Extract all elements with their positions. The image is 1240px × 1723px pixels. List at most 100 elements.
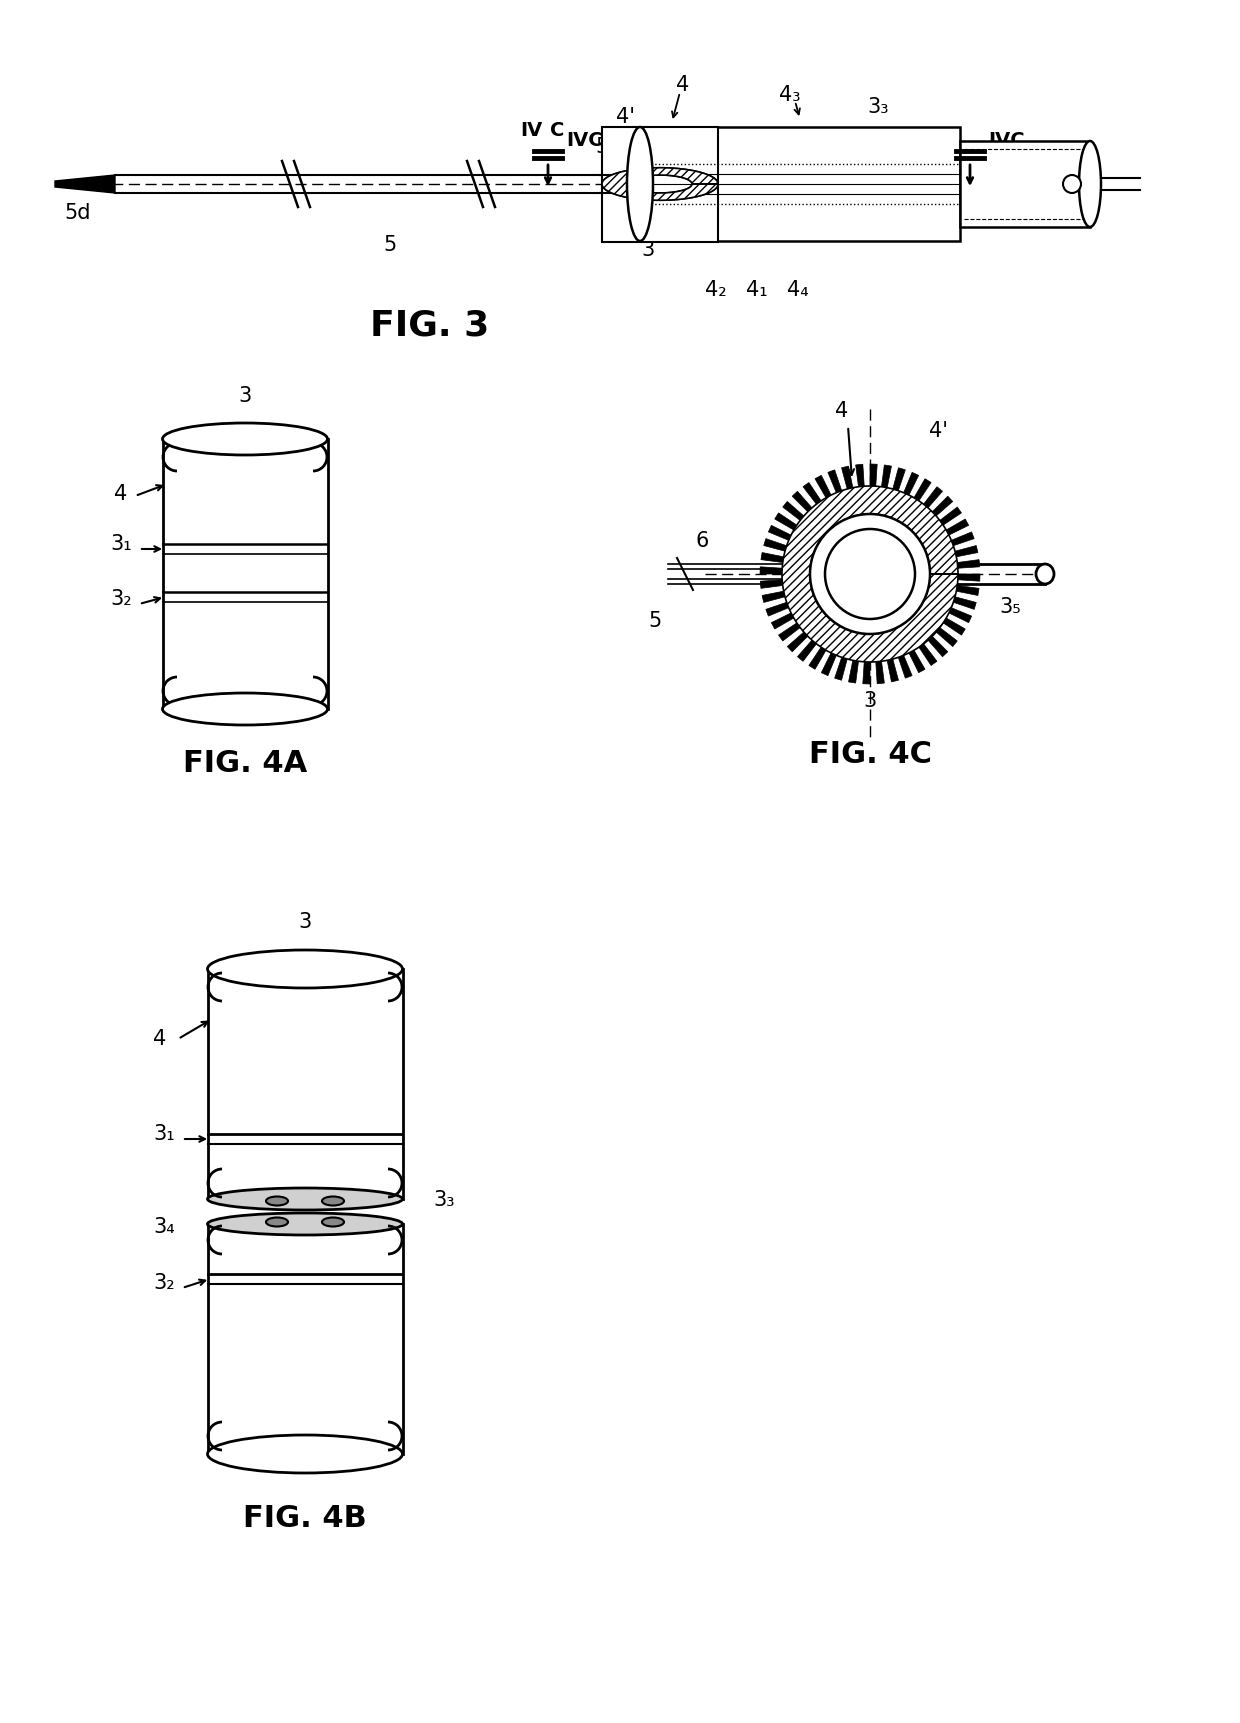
Text: 4': 4'	[615, 107, 635, 128]
Ellipse shape	[207, 951, 403, 989]
Bar	[208, 1225, 403, 1454]
Ellipse shape	[207, 1189, 403, 1210]
Text: 4₃: 4₃	[779, 84, 801, 105]
Text: 4: 4	[676, 76, 689, 95]
Text: 5: 5	[383, 234, 397, 255]
Polygon shape	[957, 575, 980, 582]
Bar	[960, 141, 1090, 227]
Polygon shape	[779, 624, 800, 641]
Polygon shape	[763, 591, 785, 603]
Text: C: C	[551, 121, 564, 140]
Text: FIG. 4C: FIG. 4C	[808, 739, 931, 768]
Polygon shape	[766, 603, 789, 617]
Polygon shape	[804, 482, 821, 505]
Ellipse shape	[267, 1218, 288, 1227]
Text: 4₂: 4₂	[706, 279, 727, 300]
Polygon shape	[932, 496, 952, 517]
Polygon shape	[764, 539, 786, 551]
Text: IV: IV	[520, 121, 542, 140]
Polygon shape	[760, 581, 782, 589]
Text: 3: 3	[863, 691, 877, 710]
Ellipse shape	[322, 1218, 343, 1227]
Polygon shape	[601, 169, 718, 202]
Text: 5d: 5d	[64, 203, 92, 222]
Text: 4: 4	[836, 401, 848, 420]
Polygon shape	[55, 176, 115, 195]
Text: 3: 3	[299, 911, 311, 932]
Text: 3₁: 3₁	[110, 534, 131, 553]
Polygon shape	[898, 656, 913, 679]
Polygon shape	[835, 658, 847, 681]
Text: 3₂: 3₂	[153, 1272, 175, 1292]
Text: 5: 5	[649, 610, 662, 631]
Polygon shape	[882, 465, 892, 488]
Polygon shape	[775, 513, 797, 531]
Polygon shape	[856, 465, 864, 488]
Ellipse shape	[162, 424, 327, 457]
Polygon shape	[792, 493, 812, 512]
Ellipse shape	[1079, 141, 1101, 227]
Bar	[162, 439, 329, 710]
Text: 4₄: 4₄	[787, 279, 808, 300]
Polygon shape	[944, 619, 965, 636]
Polygon shape	[761, 553, 784, 563]
Ellipse shape	[267, 1197, 288, 1206]
Polygon shape	[787, 632, 807, 653]
Polygon shape	[797, 641, 816, 662]
Bar	[601, 128, 718, 243]
Polygon shape	[951, 532, 975, 546]
Polygon shape	[954, 598, 976, 610]
Ellipse shape	[1035, 565, 1054, 584]
Polygon shape	[928, 638, 947, 656]
Polygon shape	[808, 648, 826, 670]
Polygon shape	[848, 662, 858, 684]
Polygon shape	[828, 470, 842, 493]
Text: FIG. 4A: FIG. 4A	[182, 748, 308, 777]
Polygon shape	[601, 169, 718, 202]
Polygon shape	[909, 651, 925, 674]
Circle shape	[810, 515, 930, 634]
Polygon shape	[919, 644, 937, 667]
Text: 3₅: 3₅	[999, 596, 1021, 617]
Text: 6: 6	[696, 531, 709, 551]
Text: 3: 3	[641, 239, 655, 260]
Text: IVC: IVC	[988, 131, 1024, 150]
Polygon shape	[870, 465, 877, 488]
Polygon shape	[863, 662, 870, 684]
Ellipse shape	[627, 128, 653, 241]
Polygon shape	[782, 486, 959, 663]
Polygon shape	[887, 660, 899, 682]
Polygon shape	[946, 520, 968, 536]
Text: 3₂: 3₂	[110, 589, 131, 608]
Polygon shape	[936, 629, 957, 648]
Text: FIG. 4B: FIG. 4B	[243, 1502, 367, 1532]
Polygon shape	[760, 567, 782, 575]
Ellipse shape	[162, 694, 327, 725]
Text: 4: 4	[114, 484, 128, 503]
Polygon shape	[904, 474, 919, 496]
Circle shape	[1063, 176, 1081, 195]
Polygon shape	[924, 488, 942, 508]
Text: FIG. 3: FIG. 3	[371, 308, 490, 341]
Polygon shape	[893, 469, 905, 491]
Text: 6: 6	[618, 226, 631, 245]
Text: IVC: IVC	[565, 131, 603, 150]
Polygon shape	[821, 653, 836, 675]
Polygon shape	[771, 613, 794, 629]
Text: 5p: 5p	[595, 136, 622, 157]
Text: 4': 4'	[929, 420, 947, 441]
Ellipse shape	[322, 1197, 343, 1206]
Text: 3₃: 3₃	[433, 1189, 455, 1210]
Polygon shape	[955, 546, 978, 558]
Polygon shape	[782, 501, 804, 520]
Polygon shape	[957, 560, 980, 569]
Text: 3₄: 3₄	[154, 1216, 175, 1237]
Bar	[208, 970, 403, 1199]
Ellipse shape	[207, 1213, 403, 1235]
Polygon shape	[842, 467, 853, 489]
Polygon shape	[914, 479, 931, 501]
Circle shape	[825, 529, 915, 620]
Text: 3: 3	[238, 386, 252, 405]
Text: 3₁: 3₁	[154, 1123, 175, 1144]
Ellipse shape	[207, 1435, 403, 1473]
